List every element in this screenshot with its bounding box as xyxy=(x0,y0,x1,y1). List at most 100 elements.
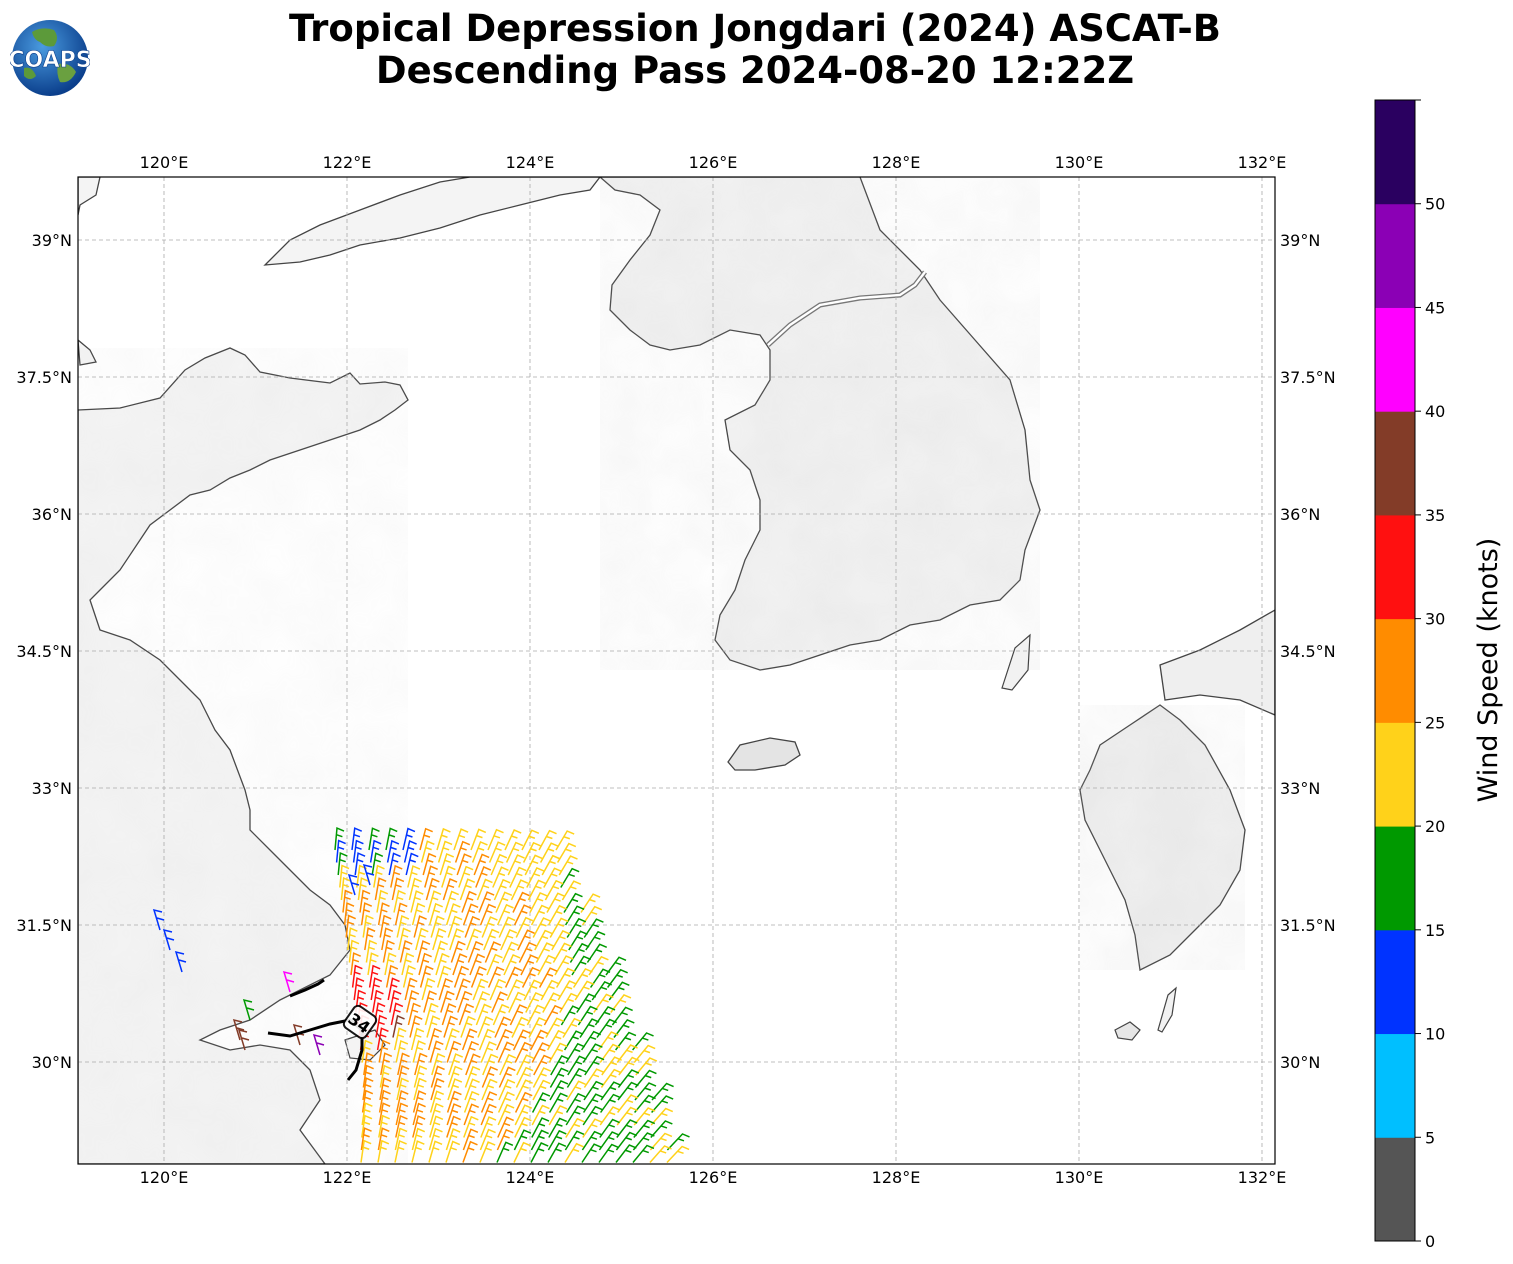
lat-label: 37.5°N xyxy=(16,368,72,387)
wind-barb xyxy=(359,889,371,913)
wind-barb xyxy=(617,1069,640,1088)
colorbar-label: Wind Speed (knots) xyxy=(1473,538,1504,803)
wind-barb xyxy=(563,892,583,913)
wind-barb xyxy=(563,1030,584,1051)
wind-barb xyxy=(343,902,355,926)
lat-label: 34.5°N xyxy=(1280,642,1336,661)
wind-barb xyxy=(527,879,546,901)
wind-barb xyxy=(433,940,448,963)
wind-barb xyxy=(531,1092,551,1113)
wind-barb xyxy=(564,1130,585,1151)
wind-barb xyxy=(379,1077,392,1101)
wind-barb xyxy=(423,990,437,1013)
wind-barb xyxy=(583,1068,604,1088)
wind-barb xyxy=(555,830,575,851)
wind-barb xyxy=(613,1019,635,1038)
wind-barb xyxy=(479,903,497,926)
wind-barb xyxy=(427,1027,442,1051)
wind-barb xyxy=(549,917,569,938)
wind-barb xyxy=(538,967,558,988)
wind-barb xyxy=(463,1115,479,1138)
wind-barb xyxy=(442,878,458,901)
wind-barb xyxy=(444,1028,460,1051)
wind-barb xyxy=(555,967,576,988)
wind-barb xyxy=(562,1017,582,1038)
lon-label: 124°E xyxy=(506,1168,555,1187)
wind-barb xyxy=(507,854,525,876)
wind-barb xyxy=(539,842,559,863)
lon-label: 128°E xyxy=(872,153,921,172)
wind-barb xyxy=(650,1107,674,1126)
wind-barb xyxy=(461,890,477,913)
wind-barb xyxy=(347,927,358,951)
wind-barb xyxy=(634,1094,656,1113)
wind-barb xyxy=(412,1115,426,1138)
colorbar-segment xyxy=(1375,203,1415,308)
wind-barb xyxy=(568,930,588,951)
wind-barb xyxy=(377,902,390,926)
lon-label: 122°E xyxy=(323,153,372,172)
colorbar-tick-label: 50 xyxy=(1425,195,1445,214)
lat-label: 36°N xyxy=(32,505,72,524)
wind-barb xyxy=(480,1091,498,1113)
wind-barb xyxy=(650,1120,673,1138)
wind-barb xyxy=(395,1114,408,1138)
wind-barb xyxy=(526,866,545,888)
colorbar-tick-label: 40 xyxy=(1425,402,1445,421)
wind-barb xyxy=(534,929,553,951)
wind-barb xyxy=(381,927,394,951)
wind-barb xyxy=(438,977,453,1001)
wind-barb xyxy=(513,1129,532,1151)
wind-barb xyxy=(462,903,479,926)
wind-barb xyxy=(363,1052,375,1076)
wind-barb xyxy=(489,978,507,1001)
colorbar-segment xyxy=(1375,826,1415,931)
wind-barb xyxy=(501,941,519,963)
wind-barb xyxy=(385,964,399,988)
wind-barb xyxy=(393,1027,407,1051)
wind-barb xyxy=(478,1028,496,1051)
wind-barb xyxy=(342,889,353,913)
wind-barb xyxy=(475,866,492,888)
wind-barb xyxy=(506,979,524,1001)
lat-label: 31.5°N xyxy=(16,916,72,935)
wind-barb xyxy=(616,1119,638,1138)
wind-barb xyxy=(448,1053,463,1076)
wind-barb xyxy=(509,1004,528,1026)
wind-barb xyxy=(464,1078,480,1101)
wind-barb xyxy=(387,977,400,1001)
wind-barb xyxy=(362,863,375,886)
colorbar-segment xyxy=(1375,1137,1415,1242)
wind-barb xyxy=(532,1079,551,1101)
wind-barb xyxy=(605,956,627,976)
lat-label: 31.5°N xyxy=(1280,916,1336,935)
wind-barb xyxy=(616,1106,638,1126)
colorbar-tick-label: 45 xyxy=(1425,298,1445,317)
wind-barb xyxy=(582,1043,603,1063)
wind-barb xyxy=(493,878,511,901)
wind-barb xyxy=(530,1129,549,1151)
wind-barb xyxy=(402,827,416,851)
wind-barb xyxy=(585,930,606,951)
wind-barb xyxy=(547,1129,567,1151)
wind-barb xyxy=(521,966,540,988)
wind-barb xyxy=(465,1053,481,1076)
wind-barb xyxy=(454,840,471,863)
land-japan-terrain xyxy=(1080,705,1245,970)
wind-barb xyxy=(508,991,526,1013)
wind-barb xyxy=(340,877,351,901)
wind-barb xyxy=(599,1093,621,1113)
wind-barb xyxy=(515,1066,534,1088)
wind-barb xyxy=(591,980,613,1001)
colorbar-segment xyxy=(1375,722,1415,827)
wind-barb xyxy=(380,1052,393,1076)
wind-barb xyxy=(411,902,426,926)
wind-barb xyxy=(577,1005,598,1026)
wind-barb xyxy=(596,1018,617,1038)
wind-barb xyxy=(406,990,420,1013)
wind-barb xyxy=(391,877,405,901)
wind-barb xyxy=(548,1104,568,1126)
wind-barb xyxy=(545,1017,565,1038)
wind-barb xyxy=(560,867,580,888)
